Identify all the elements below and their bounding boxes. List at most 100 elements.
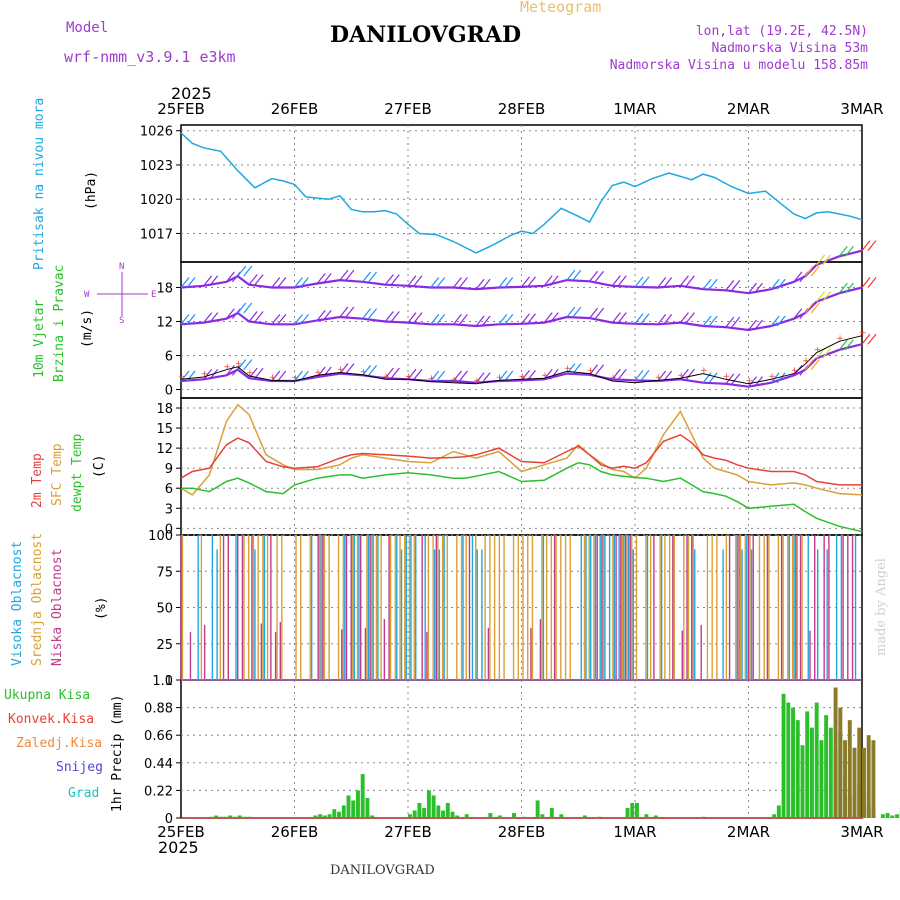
wind-barb [657,277,667,288]
wind-barb [640,370,650,381]
y-tick-label: 0.88 [144,702,173,717]
precip-mixed-bar [838,707,843,818]
gust-marker: + [496,373,504,383]
wind-barb [436,313,446,325]
wind-barb [316,309,326,321]
precip-total-bar [625,807,630,818]
precip-legend-total: Ukupna Kisa [4,688,91,703]
wind-barb [498,277,508,288]
wind-barb [657,313,667,325]
wind-barb [362,364,372,376]
wind-barb [679,312,689,324]
wind-barb [452,370,462,382]
footer-title: DANILOVGRAD [330,863,435,878]
wind-barb [271,277,281,288]
gust-marker: + [632,375,640,385]
wind-barb [339,363,349,375]
wind-barb [452,313,462,325]
x-tick-bottom-label: 2MAR [727,823,770,841]
wind-barb [867,333,877,345]
wind-barb [611,368,621,380]
wind-barb [368,271,378,283]
x-tick-bottom-label: 26FEB [271,823,318,841]
precip-mixed-bar [862,747,866,818]
wind-barb [203,368,213,380]
wind-barb [390,274,400,286]
gust-marker: + [473,376,481,386]
wind-barb [595,307,605,319]
y-tick-label: 1.1 [152,674,173,689]
gust-marker: + [450,375,458,385]
wind-barb [799,271,809,283]
wind-barb [810,359,820,371]
wind-barb [543,312,553,324]
precip-mixed-bar [852,747,857,818]
wind-barb [368,364,378,376]
wind-barb [663,313,673,325]
x-tick-bottom-label: 1MAR [613,823,656,841]
wind-barb [702,372,712,384]
wind-barb [521,276,530,288]
wind-barb [362,308,372,320]
wind-barb [640,276,650,288]
wind-barb [430,370,440,382]
gust-marker: + [609,374,617,384]
wind-barb [543,275,553,287]
model-name: wrf-nmm_v3.9.1 e3km [64,48,236,66]
precip-total-bar [370,815,375,818]
wind-barb [822,254,832,266]
wind-barb [748,282,757,294]
gust-marker: + [235,359,243,369]
wind-barb [225,364,235,376]
wind-barb [362,271,372,283]
gust-marker: + [292,374,300,384]
wind-barb [822,291,832,303]
gust-marker: + [746,376,754,386]
precip-total-bar [776,805,781,818]
wind-barb [407,368,417,380]
y-tick-label: 15 [156,422,173,437]
year-bottom: 2025 [158,838,199,857]
x-tick-top-label: 3MAR [840,100,883,118]
gust-marker: + [814,345,822,355]
wind-barb [254,311,264,322]
wind-barb [816,347,826,359]
wind-barb [810,265,820,277]
precip-total-bar [824,715,829,818]
wind-barb [725,316,735,328]
wind-barb [754,282,763,294]
precip-total-bar [464,814,469,818]
year-top: 2025 [171,84,212,103]
wind-barb [345,269,355,281]
wind-barb [549,275,559,287]
precip-total-bar [805,711,810,818]
wind-barb [458,370,468,382]
precip-total-bar [890,815,895,818]
y-tick-label: 1017 [140,227,173,242]
wind-barb [322,273,332,284]
wind-barb [277,277,287,288]
x-tick-bottom-label: 3MAR [840,823,883,841]
model-elevation-label: Nadmorska Visina u modelu 158.85m [609,58,868,73]
wind-barb [589,270,599,282]
gust-marker: + [723,372,731,382]
wind-barb [277,370,287,382]
wind-barb [549,312,559,324]
gust-marker: + [428,374,436,384]
precip-total-bar [332,809,337,818]
wind-barb [679,275,689,287]
wind-barb [436,277,446,288]
wind-barb [640,313,650,325]
precip-total-bar [809,727,814,818]
precip-total-bar [218,816,223,818]
y-tick-label: 0 [165,674,173,689]
wind-barb [527,276,536,288]
wind-barb [685,275,695,287]
wind-barb [844,282,854,294]
gust-marker: + [564,364,572,374]
precip-total-bar [791,707,795,818]
precip-legend-snow: Snijeg [56,760,103,775]
wind-barb [708,372,718,384]
precip-total-bar [819,740,824,818]
precip-total-bar [408,814,412,818]
